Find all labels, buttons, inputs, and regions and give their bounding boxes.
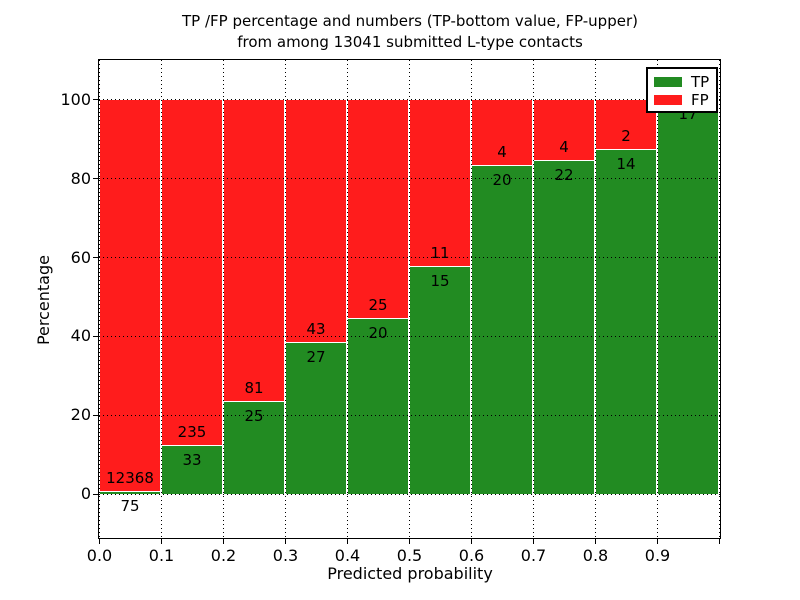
- y-tick-label: 20: [70, 405, 91, 425]
- y-tick: [93, 178, 98, 180]
- bar-segment-tp: [657, 99, 719, 494]
- gridline-vertical: [471, 60, 472, 538]
- bar-count-label-fp: 4: [497, 143, 507, 162]
- gridline-vertical: [161, 60, 162, 538]
- x-tick-label: 0.1: [148, 545, 175, 565]
- bar-count-label-tp: 22: [554, 166, 574, 185]
- x-tick: [285, 539, 286, 544]
- legend: TP FP: [646, 67, 718, 113]
- bar-segment-tp: [409, 266, 471, 494]
- x-tick-label: 0.7: [520, 545, 547, 565]
- y-tick: [93, 99, 98, 101]
- x-tick: [595, 539, 596, 544]
- y-tick: [93, 257, 98, 259]
- bar-count-label-fp: 4: [559, 138, 569, 157]
- y-tick-label: 0: [80, 484, 91, 504]
- y-tick: [93, 335, 98, 337]
- x-tick-label: 0.2: [210, 545, 237, 565]
- bar-segment-tp: [347, 318, 409, 494]
- bar-count-label-tp: 27: [306, 347, 326, 366]
- bar-segment-fp: [409, 99, 471, 267]
- x-tick-label: 0.8: [582, 545, 609, 565]
- y-tick: [93, 414, 98, 416]
- x-tick: [347, 539, 348, 544]
- bar-segment-tp: [471, 165, 533, 494]
- bar-count-label-tp: 75: [120, 497, 140, 516]
- y-tick-label: 100: [60, 89, 91, 109]
- x-tick: [657, 539, 658, 544]
- y-tick-label: 80: [70, 168, 91, 188]
- bar-count-label-tp: 14: [616, 154, 636, 173]
- gridline-vertical: [533, 60, 534, 538]
- legend-swatch-fp: [654, 95, 682, 105]
- gridline-vertical: [595, 60, 596, 538]
- bar-count-label-tp: 33: [182, 451, 202, 470]
- legend-item: TP: [654, 73, 710, 91]
- gridline-vertical: [657, 60, 658, 538]
- gridline-vertical: [285, 60, 286, 538]
- bar-count-label-fp: 25: [368, 296, 388, 315]
- chart-title-line2: from among 13041 submitted L-type contac…: [237, 33, 583, 51]
- x-axis-label: Predicted probability: [327, 564, 493, 583]
- bar-segment-fp: [161, 99, 223, 446]
- x-tick-label: 0.4: [334, 545, 361, 565]
- chart-title: TP /FP percentage and numbers (TP-bottom…: [99, 11, 721, 53]
- bar-count-label-fp: 12368: [106, 469, 154, 488]
- bar-count-label-tp: 20: [368, 324, 388, 343]
- y-tick: [93, 493, 98, 495]
- bar-segment-fp: [347, 99, 409, 319]
- gridline-vertical: [409, 60, 410, 538]
- bar-segment-fp: [223, 99, 285, 401]
- bar-count-label-tp: 25: [244, 406, 264, 425]
- gridline-vertical: [719, 60, 720, 538]
- gridline-vertical: [99, 60, 100, 538]
- x-tick: [719, 539, 720, 544]
- x-tick: [409, 539, 410, 544]
- y-tick-label: 60: [70, 247, 91, 267]
- bar-count-label-tp: 15: [430, 272, 450, 291]
- x-tick-label: 0.6: [458, 545, 485, 565]
- x-tick: [161, 539, 162, 544]
- bar-count-label-fp: 235: [177, 423, 207, 442]
- x-tick-label: 0.9: [644, 545, 671, 565]
- legend-label-tp: TP: [691, 73, 710, 91]
- bar-segment-tp: [595, 148, 657, 494]
- x-tick: [533, 539, 534, 544]
- bar-segment-fp: [99, 99, 161, 492]
- bar-segment-tp: [161, 445, 223, 494]
- x-tick-label: 0.3: [272, 545, 299, 565]
- bar-count-label-fp: 11: [430, 244, 450, 263]
- legend-swatch-tp: [654, 77, 682, 87]
- y-tick-label: 40: [70, 326, 91, 346]
- bar-segment-fp: [285, 99, 347, 342]
- legend-item: FP: [654, 91, 710, 109]
- x-tick: [223, 539, 224, 544]
- chart-title-line1: TP /FP percentage and numbers (TP-bottom…: [182, 12, 638, 30]
- bar-count-label-tp: 20: [492, 171, 512, 190]
- x-tick-label: 0.5: [396, 545, 423, 565]
- plot-area: 12368 75 235 33 81 25 43 27 25 20 11 15 4 20 4 22 2 14 17 …: [98, 59, 721, 539]
- bar-count-label-fp: 81: [244, 378, 264, 397]
- legend-label-fp: FP: [691, 91, 709, 109]
- bar-segment-fp: [471, 99, 533, 166]
- gridline-vertical: [223, 60, 224, 538]
- bar-segment-tp: [533, 160, 595, 494]
- gridline-vertical: [347, 60, 348, 538]
- bar-segment-tp: [285, 341, 347, 494]
- bar-count-label-fp: 43: [306, 319, 326, 338]
- x-tick: [99, 539, 100, 544]
- bar-count-label-fp: 2: [621, 126, 631, 145]
- x-tick: [471, 539, 472, 544]
- x-tick-label: 0.0: [86, 545, 113, 565]
